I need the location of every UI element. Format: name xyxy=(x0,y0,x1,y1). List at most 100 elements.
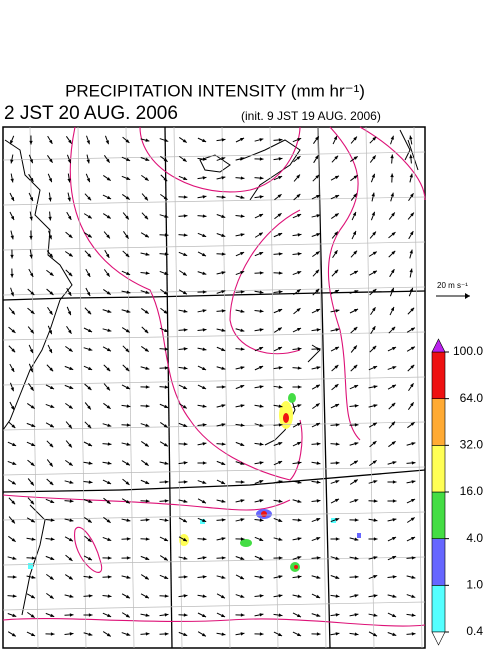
wind-arrowhead xyxy=(12,575,17,579)
wind-arrowhead xyxy=(183,499,188,503)
wind-arrowhead xyxy=(297,461,302,465)
wind-arrowhead xyxy=(48,178,52,183)
wind-arrowhead xyxy=(411,442,416,446)
wind-arrowhead xyxy=(296,174,300,179)
wind-arrowhead xyxy=(316,328,321,332)
graticule xyxy=(173,126,183,649)
wind-arrowhead xyxy=(145,499,150,503)
wind-arrowhead xyxy=(297,556,302,560)
wind-arrowhead xyxy=(353,175,358,179)
wind-arrowhead xyxy=(164,385,169,389)
wind-arrowhead xyxy=(106,405,111,409)
wind-arrowhead xyxy=(202,271,207,275)
wind-arrowhead xyxy=(144,462,149,466)
wind-arrowhead xyxy=(297,594,302,598)
wind-arrowhead xyxy=(259,328,264,332)
wind-arrowhead xyxy=(335,613,340,617)
wind-arrowhead xyxy=(106,234,110,239)
wind-arrowhead xyxy=(145,252,150,256)
wind-arrowhead xyxy=(202,328,207,332)
wind-arrowhead xyxy=(278,347,283,351)
wind-arrowhead xyxy=(87,386,92,390)
coast xyxy=(399,129,419,171)
wind-arrowhead xyxy=(67,178,71,183)
map-area xyxy=(2,126,426,649)
wind-arrowhead xyxy=(182,518,187,523)
wind-arrowhead xyxy=(314,155,319,160)
wind-arrowhead xyxy=(125,594,130,599)
wind-arrowhead xyxy=(278,423,283,427)
colorbar-segment xyxy=(431,445,446,493)
wind-arrowhead xyxy=(67,311,71,316)
wind-arrowhead xyxy=(297,442,302,446)
wind-arrowhead xyxy=(202,556,207,560)
wind-arrowhead xyxy=(259,480,264,484)
wind-arrowhead xyxy=(335,537,340,541)
wind-arrowhead xyxy=(50,404,55,408)
wind-arrowhead xyxy=(163,196,168,200)
wind-arrowhead xyxy=(316,480,321,484)
wind-arrowhead xyxy=(183,195,188,199)
wind-arrowhead xyxy=(107,309,112,313)
wind-arrowhead xyxy=(144,177,149,181)
wind-arrowhead xyxy=(106,347,111,352)
wind-arrowhead xyxy=(409,154,413,159)
wind-arrowhead xyxy=(126,309,131,313)
wind-arrowhead xyxy=(297,214,302,218)
wind-arrowhead xyxy=(88,613,93,617)
wind-arrowhead xyxy=(278,499,283,503)
wind-arrowhead xyxy=(68,329,72,334)
colorbar-segment xyxy=(431,538,446,586)
wind-arrowhead xyxy=(409,268,413,273)
wind-arrowhead xyxy=(126,176,131,180)
wind-arrowhead xyxy=(68,557,73,561)
wind-arrowhead xyxy=(259,613,264,617)
wind-arrowhead xyxy=(221,480,226,484)
wind-arrowhead xyxy=(240,137,245,142)
wind-arrowhead xyxy=(31,537,36,541)
wind-arrowhead xyxy=(29,177,34,182)
wind-arrowhead xyxy=(87,538,92,542)
wind-arrowhead xyxy=(373,404,378,408)
wind-arrowhead xyxy=(354,632,359,636)
wind-arrowhead xyxy=(373,499,378,503)
wind-arrowhead xyxy=(31,556,36,560)
wind-arrowhead xyxy=(183,442,188,446)
wind-arrowhead xyxy=(316,537,321,541)
wind-arrowhead xyxy=(316,233,321,237)
wind-arrowhead xyxy=(392,366,397,370)
wind-arrowhead xyxy=(87,519,92,523)
wind-arrowhead xyxy=(372,270,377,275)
wind-arrowhead xyxy=(69,480,74,484)
wind-arrowhead xyxy=(49,253,53,258)
wind-arrowhead xyxy=(182,158,187,162)
wind-arrowhead xyxy=(354,423,359,427)
wind-arrowhead xyxy=(125,234,129,239)
wind-arrowhead xyxy=(145,556,150,560)
wind-arrowhead xyxy=(278,404,283,408)
wind-arrowhead xyxy=(390,306,394,311)
wind-arrowhead xyxy=(334,250,338,255)
wind-arrowhead xyxy=(88,499,93,503)
wind-arrowhead xyxy=(183,233,188,237)
wind-arrowhead xyxy=(240,518,245,522)
wind-arrowhead xyxy=(145,404,150,408)
wind-arrowhead xyxy=(164,461,169,465)
rain-cell xyxy=(261,511,267,517)
wind-arrowhead xyxy=(86,291,91,296)
wind-arrowhead xyxy=(353,479,358,483)
wind-arrowhead xyxy=(297,366,302,370)
wind-arrowhead xyxy=(335,461,340,465)
wind-arrowhead xyxy=(296,308,301,312)
wind-arrowhead xyxy=(126,575,131,579)
wind-arrowhead xyxy=(144,348,149,352)
wind-arrowhead xyxy=(202,385,207,389)
wind-arrowhead xyxy=(50,385,55,390)
wind-arrowhead xyxy=(240,290,245,294)
wind-arrowhead xyxy=(68,139,72,144)
wind-arrowhead xyxy=(163,177,168,182)
wind-arrowhead xyxy=(183,366,188,370)
wind-arrowhead xyxy=(316,613,321,617)
contour xyxy=(139,126,301,193)
wind-arrowhead xyxy=(390,135,394,140)
